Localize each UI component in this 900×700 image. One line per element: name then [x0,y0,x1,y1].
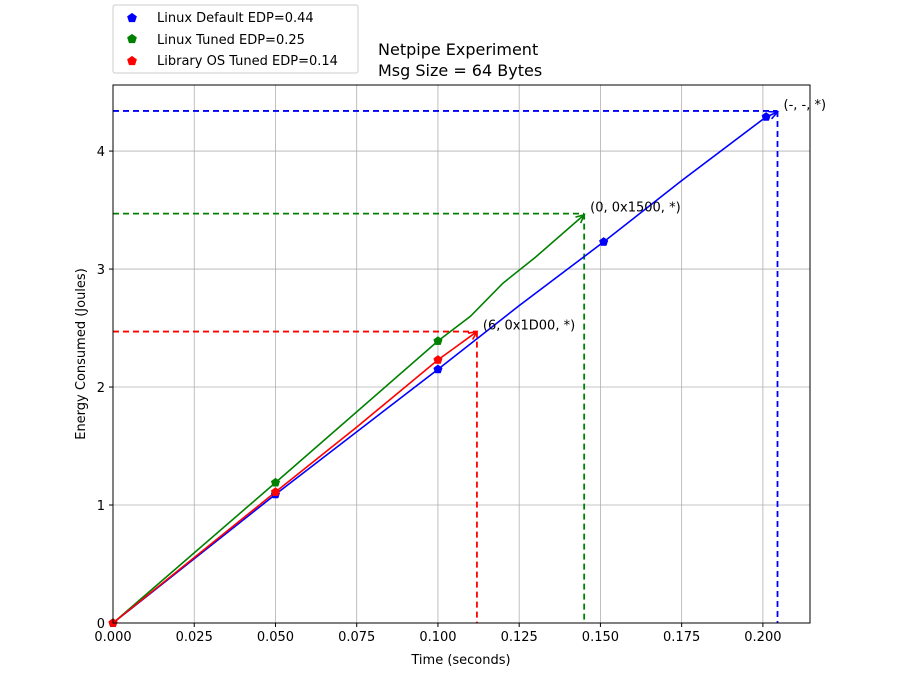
marker-library-os-tuned [270,487,281,496]
y-tick-label: 4 [97,145,105,160]
arrow-heads [467,110,780,340]
x-tick-label: 0.075 [338,630,375,645]
marker-linux-tuned [270,477,281,487]
legend-label-linux-tuned: Linux Tuned EDP=0.25 [157,33,305,48]
legend-entry-linux-tuned: Linux Tuned EDP=0.25 [127,33,305,48]
x-tick-label: 0.100 [419,630,456,645]
legend-box [112,4,359,74]
guide-lines [113,110,779,623]
chart-title-line-1: Netpipe Experiment [378,40,538,59]
legend: Linux Default EDP=0.44 Linux Tuned EDP=0… [112,4,359,74]
legend-marker-library-os-tuned [127,55,137,66]
marker-library-os-tuned [433,355,443,364]
series-line-library-os-tuned [113,330,478,623]
x-ticks: 0.000 0.025 0.050 0.075 0.100 0.125 0.150 0.175… [94,623,781,645]
x-axis-label: Time (seconds) [410,653,510,668]
y-tick-label: 2 [97,381,105,396]
chart-title-line-2: Msg Size = 64 Bytes [378,61,542,80]
x-tick-label: 0.175 [663,630,700,645]
series-line-linux-tuned [113,214,585,623]
marker-linux-tuned [433,336,443,345]
x-tick-label: 0.000 [94,630,131,645]
marker-linux-default [599,237,609,246]
legend-entry-library-os-tuned: Library OS Tuned EDP=0.14 [127,54,338,69]
x-tick-label: 0.050 [257,630,294,645]
y-ticks: 0 1 2 3 4 [97,145,113,632]
legend-entry-linux-default: Linux Default EDP=0.44 [127,11,314,26]
series-line-linux-default [113,111,778,623]
marker-linux-default [761,112,771,121]
legend-marker-linux-default [127,12,137,23]
arrow-head-linux-default [768,110,780,120]
annotations: (-, -, *) (0, 0x1500, *) (6, 0x1D00, *) [483,98,826,334]
plot-frame [112,84,811,624]
series-lines [113,111,778,623]
y-axis-label: Energy Consumed (Joules) [74,268,89,440]
series-markers [108,112,771,627]
legend-label-library-os-tuned: Library OS Tuned EDP=0.14 [157,54,338,69]
x-tick-label: 0.125 [501,630,538,645]
arrow-head-linux-tuned [575,213,586,224]
y-tick-label: 1 [97,499,105,514]
legend-marker-linux-tuned [127,33,137,44]
arrow-head-library-os-tuned [467,330,479,340]
annotation-linux-tuned: (0, 0x1500, *) [590,201,681,216]
grid [112,85,810,624]
y-tick-label: 3 [97,263,105,278]
y-tick-label: 0 [97,617,105,632]
marker-linux-default [433,364,443,374]
x-tick-label: 0.025 [176,630,213,645]
legend-label-linux-default: Linux Default EDP=0.44 [157,11,314,26]
annotation-linux-default: (-, -, *) [784,98,827,113]
annotation-library-os-tuned: (6, 0x1D00, *) [483,319,575,334]
x-tick-label: 0.150 [582,630,619,645]
x-tick-label: 0.200 [744,630,781,645]
